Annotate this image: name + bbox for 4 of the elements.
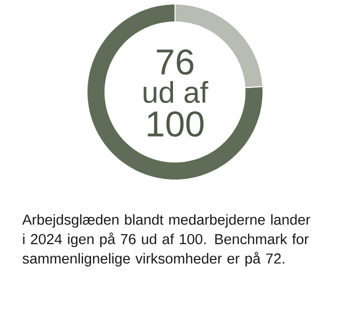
text: 76: [156, 49, 194, 75]
text: 100: [148, 111, 204, 137]
text: ud af: [144, 81, 208, 103]
text: Arbejdsglæden blandt medarbejderne lander i 2024 igen på 76 ud af 100. Benchmark for sammenlignelige virksomheder er på 72.: [22, 214, 310, 267]
